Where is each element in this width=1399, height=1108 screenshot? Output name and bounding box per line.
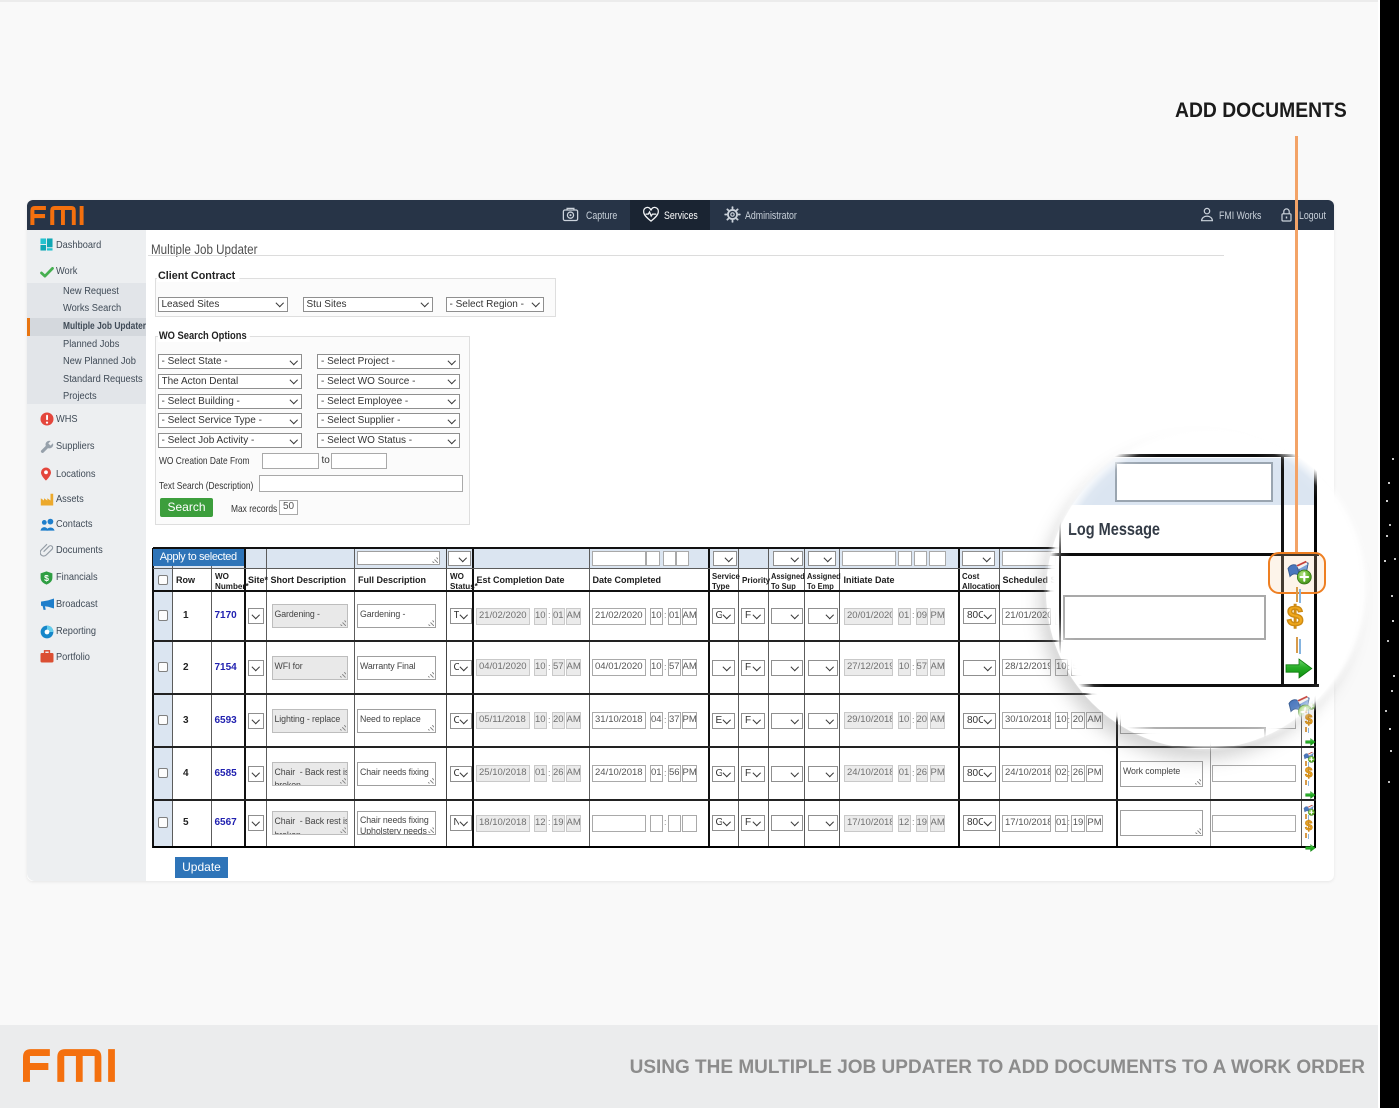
svg-text:$: $ xyxy=(44,572,49,582)
